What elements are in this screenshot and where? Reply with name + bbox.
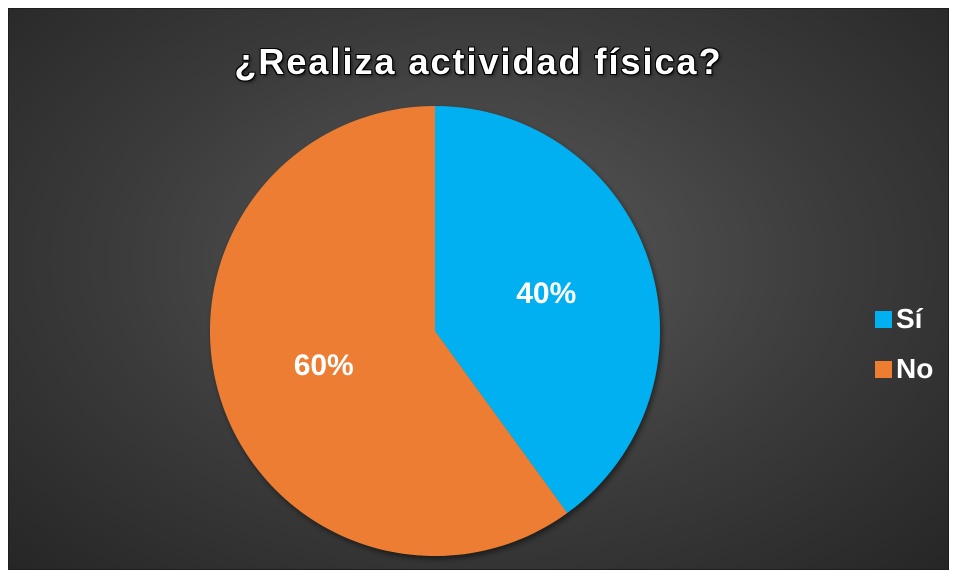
chart-title: ¿Realiza actividad física? bbox=[234, 41, 723, 82]
legend-item-si: Sí bbox=[875, 299, 933, 339]
data-label-si: 40% bbox=[516, 277, 576, 310]
pie-slice-no bbox=[209, 106, 568, 556]
legend-item-no: No bbox=[875, 349, 933, 389]
legend-swatch-si bbox=[875, 310, 892, 328]
legend: Sí No bbox=[875, 299, 933, 399]
pie-chart: 40% 60% bbox=[209, 106, 660, 556]
legend-label-no: No bbox=[896, 353, 934, 384]
chart-area: ¿Realiza actividad física? 40% 60% Sí No bbox=[8, 8, 949, 570]
legend-swatch-no bbox=[875, 360, 892, 378]
data-label-no: 60% bbox=[294, 349, 354, 382]
legend-label-si: Sí bbox=[896, 303, 923, 334]
pie-slice-si bbox=[435, 106, 660, 514]
